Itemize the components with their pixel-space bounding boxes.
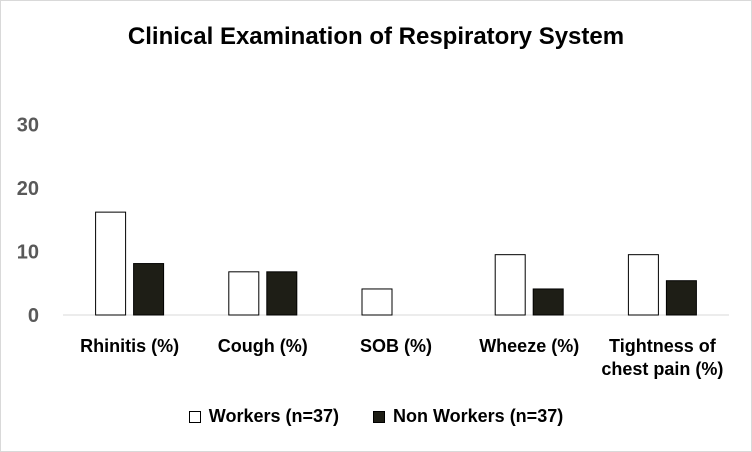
x-tick-label: Tightness of chest pain (%) bbox=[601, 336, 723, 379]
bar-non-workers bbox=[266, 271, 298, 316]
bar-workers bbox=[95, 211, 127, 316]
x-tick-label-line: Wheeze (%) bbox=[479, 336, 579, 356]
y-tick-label: 30 bbox=[17, 115, 39, 137]
bar-non-workers bbox=[133, 263, 165, 316]
bar-non-workers bbox=[532, 288, 564, 316]
y-tick-label: 0 bbox=[28, 305, 39, 327]
bar-workers bbox=[494, 254, 526, 316]
legend-swatch-non-workers bbox=[373, 410, 385, 423]
bar-workers bbox=[627, 254, 659, 316]
x-tick-label: Cough (%) bbox=[218, 336, 308, 356]
x-tick-label-line: Tightness of bbox=[609, 336, 717, 356]
legend-item-non-workers: Non Workers (n=37) bbox=[373, 406, 563, 427]
bar-non-workers bbox=[665, 280, 697, 316]
x-tick-label: Rhinitis (%) bbox=[80, 336, 179, 356]
x-tick-label-line: Rhinitis (%) bbox=[80, 336, 179, 356]
legend-label-non-workers: Non Workers (n=37) bbox=[393, 406, 564, 426]
legend: Workers (n=37) Non Workers (n=37) bbox=[1, 406, 751, 427]
y-tick-label: 10 bbox=[17, 242, 39, 264]
bar-workers bbox=[228, 271, 260, 316]
legend-item-workers: Workers (n=37) bbox=[188, 406, 339, 427]
legend-label-workers: Workers (n=37) bbox=[208, 406, 339, 426]
chart-title: Clinical Examination of Respiratory Syst… bbox=[127, 23, 625, 50]
x-tick-label-line: Cough (%) bbox=[218, 336, 308, 356]
bar-workers bbox=[361, 288, 393, 316]
legend-swatch-workers bbox=[188, 410, 201, 423]
y-tick-label: 20 bbox=[17, 178, 39, 200]
x-tick-label-line: SOB (%) bbox=[360, 336, 432, 356]
x-tick-label: SOB (%) bbox=[360, 336, 432, 356]
x-tick-label: Wheeze (%) bbox=[479, 336, 579, 356]
x-tick-label-line: chest pain (%) bbox=[601, 359, 723, 379]
